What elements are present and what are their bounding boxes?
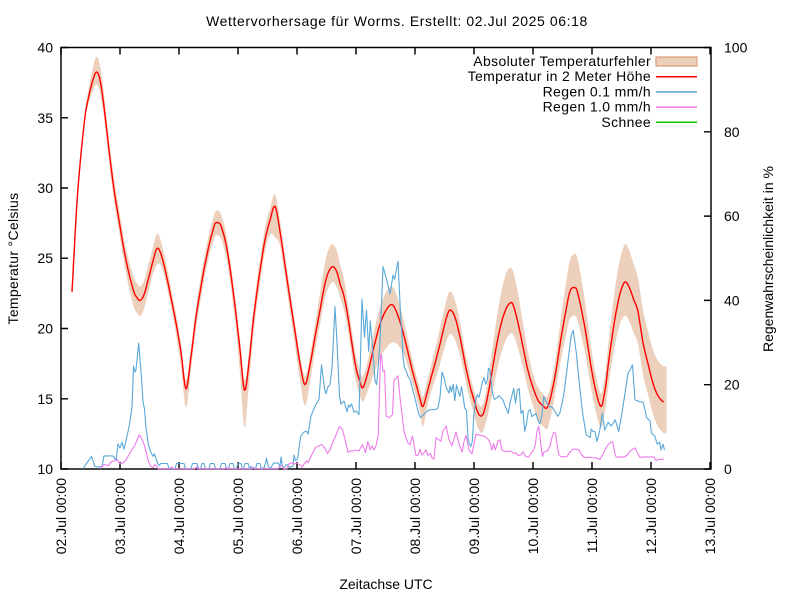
svg-text:04.Jul 00:00: 04.Jul 00:00 — [171, 478, 187, 554]
svg-text:Regenwahrscheinlichkeit in %: Regenwahrscheinlichkeit in % — [760, 166, 776, 352]
svg-text:07.Jul 00:00: 07.Jul 00:00 — [348, 478, 364, 554]
svg-text:05.Jul 00:00: 05.Jul 00:00 — [230, 478, 246, 554]
svg-text:Temperatur in 2 Meter Höhe: Temperatur in 2 Meter Höhe — [468, 68, 651, 84]
svg-text:Temperatur °Celsius: Temperatur °Celsius — [5, 193, 21, 325]
svg-text:20: 20 — [724, 377, 740, 393]
svg-text:Wettervorhersage für Worms. Er: Wettervorhersage für Worms. Erstellt: 02… — [206, 13, 588, 29]
svg-text:0: 0 — [724, 461, 732, 477]
svg-text:06.Jul 00:00: 06.Jul 00:00 — [289, 478, 305, 554]
svg-text:40: 40 — [37, 40, 53, 56]
svg-text:13.Jul 00:00: 13.Jul 00:00 — [702, 478, 718, 554]
svg-text:Regen 0.1 mm/h: Regen 0.1 mm/h — [543, 83, 651, 99]
svg-text:40: 40 — [724, 292, 740, 308]
svg-text:02.Jul 00:00: 02.Jul 00:00 — [53, 478, 69, 554]
svg-text:60: 60 — [724, 208, 740, 224]
svg-text:Regen 1.0 mm/h: Regen 1.0 mm/h — [543, 99, 651, 115]
svg-text:80: 80 — [724, 124, 740, 140]
svg-text:25: 25 — [37, 250, 53, 266]
svg-text:10.Jul 00:00: 10.Jul 00:00 — [525, 478, 541, 554]
svg-text:09.Jul 00:00: 09.Jul 00:00 — [466, 478, 482, 554]
svg-text:10: 10 — [37, 461, 53, 477]
svg-text:35: 35 — [37, 110, 53, 126]
svg-text:08.Jul 00:00: 08.Jul 00:00 — [407, 478, 423, 554]
svg-text:Zeitachse UTC: Zeitachse UTC — [339, 576, 432, 592]
svg-text:Absoluter Temperaturfehler: Absoluter Temperaturfehler — [473, 53, 651, 69]
svg-text:15: 15 — [37, 391, 53, 407]
svg-text:30: 30 — [37, 180, 53, 196]
svg-text:03.Jul 00:00: 03.Jul 00:00 — [112, 478, 128, 554]
svg-text:Schnee: Schnee — [601, 114, 651, 130]
svg-text:20: 20 — [37, 321, 53, 337]
svg-text:100: 100 — [724, 40, 748, 56]
svg-text:11.Jul 00:00: 11.Jul 00:00 — [584, 478, 600, 553]
svg-text:12.Jul 00:00: 12.Jul 00:00 — [643, 478, 659, 554]
